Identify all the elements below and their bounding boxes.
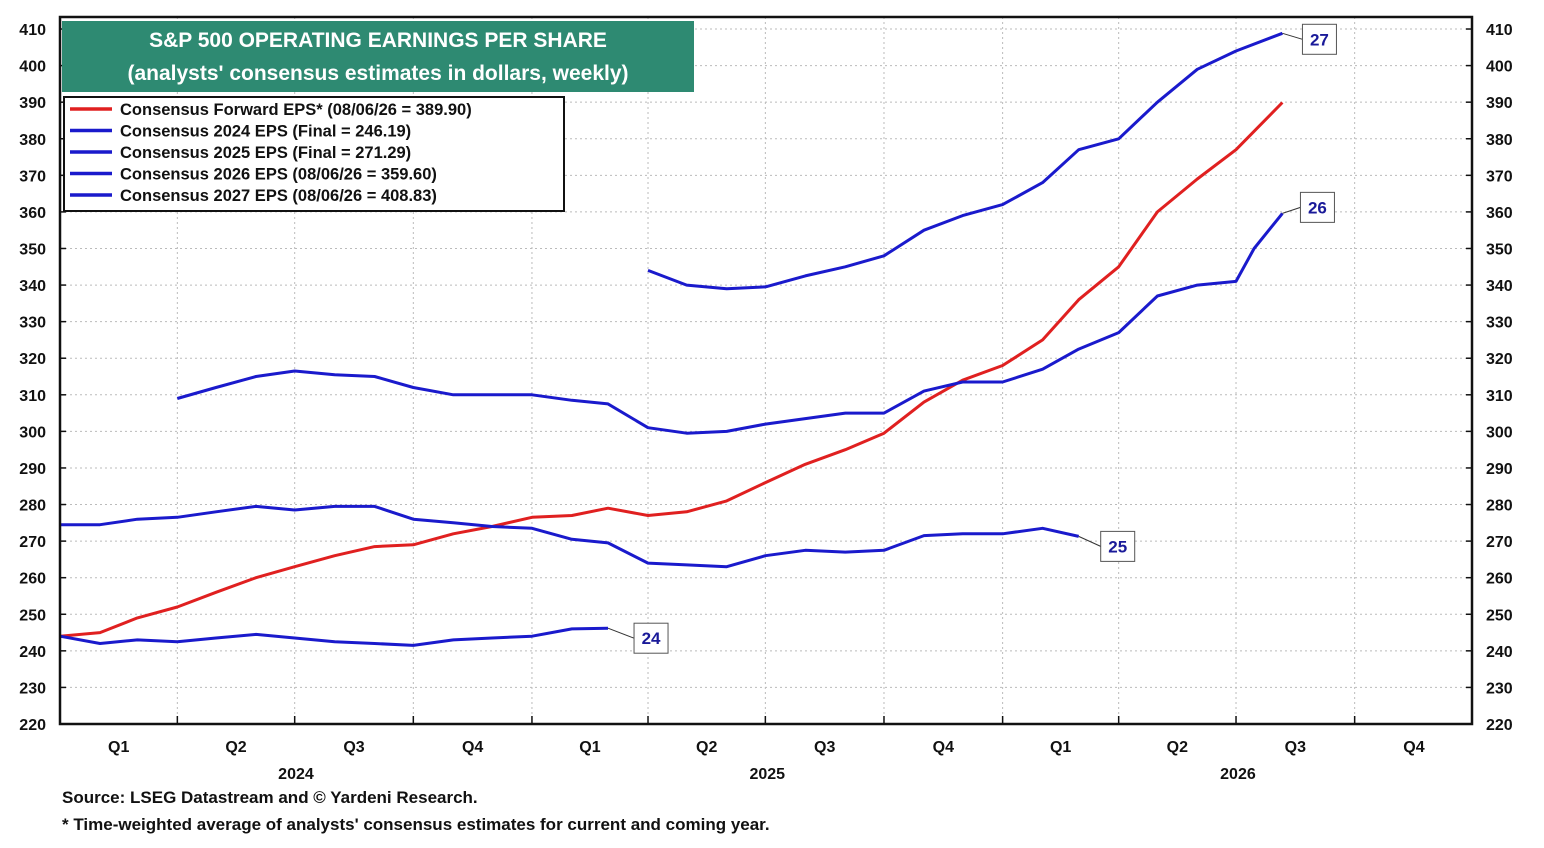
legend-entry: Consensus Forward EPS* (08/06/26 = 389.9… [120, 101, 472, 119]
x-quarter-label: Q2 [696, 739, 717, 756]
x-quarter-label: Q3 [343, 739, 364, 756]
series-line-4 [647, 31, 1283, 291]
y-axis-left: 220 230 240 250 260 270 280 290 300 310 320 330 340 3… [19, 22, 46, 734]
series-lines [59, 31, 1284, 647]
x-quarter-label: Q4 [1403, 739, 1424, 756]
y-tick-label-left: 350 [19, 241, 46, 258]
y-tick-label-right: 280 [1486, 498, 1513, 515]
x-year-label: 2024 [278, 766, 314, 783]
footnote-asterisk: * Time-weighted average of analysts' con… [62, 815, 770, 834]
y-tick-label-right: 400 [1486, 59, 1513, 76]
y-tick-label-left: 410 [19, 22, 46, 39]
y-tick-label-right: 290 [1486, 461, 1513, 478]
end-label-leader [1282, 32, 1303, 40]
end-label-leader [1078, 535, 1101, 547]
y-tick-label-right: 270 [1486, 534, 1513, 551]
source-note: Source: LSEG Datastream and © Yardeni Re… [62, 788, 478, 807]
y-tick-label-left: 230 [19, 680, 46, 697]
end-label-27: 27 [1310, 30, 1329, 49]
legend-entry: Consensus 2025 EPS (Final = 271.29) [120, 144, 411, 162]
x-quarter-label: Q2 [1167, 739, 1188, 756]
x-quarter-label: Q1 [1050, 739, 1071, 756]
y-tick-label-left: 320 [19, 351, 46, 368]
y-tick-label-right: 240 [1486, 644, 1513, 661]
legend-entry: Consensus 2024 EPS (Final = 246.19) [120, 123, 411, 141]
y-tick-label-left: 380 [19, 132, 46, 149]
y-tick-label-right: 260 [1486, 571, 1513, 588]
legend: Consensus Forward EPS* (08/06/26 = 389.9… [63, 96, 565, 212]
x-quarter-label: Q3 [814, 739, 835, 756]
y-axis-right: 220 230 240 250 260 270 280 290 300 310 320 330 340 3… [1486, 22, 1513, 734]
y-tick-label-left: 400 [19, 59, 46, 76]
y-tick-label-right: 320 [1486, 351, 1513, 368]
y-tick-label-right: 350 [1486, 241, 1513, 258]
x-year-label: 2025 [749, 766, 785, 783]
end-label-leader [1282, 206, 1301, 214]
grid-lines [60, 17, 1472, 725]
y-tick-label-right: 230 [1486, 680, 1513, 697]
y-tick-label-right: 410 [1486, 22, 1513, 39]
x-quarter-label: Q2 [225, 739, 246, 756]
series-end-labels: 24 25 26 27 [607, 23, 1337, 654]
y-tick-label-left: 250 [19, 607, 46, 624]
chart-subtitle: (analysts' consensus estimates in dollar… [127, 62, 628, 85]
y-tick-label-left: 220 [19, 717, 46, 734]
y-tick-label-right: 380 [1486, 132, 1513, 149]
end-label-box [1301, 23, 1337, 55]
x-quarter-label: Q4 [933, 739, 954, 756]
legend-entry: Consensus 2027 EPS (08/06/26 = 408.83) [120, 187, 437, 205]
y-tick-label-right: 300 [1486, 424, 1513, 441]
plot-frame [58, 15, 1474, 726]
y-tick-label-right: 370 [1486, 168, 1513, 185]
y-tick-label-right: 390 [1486, 95, 1513, 112]
y-tick-label-left: 270 [19, 534, 46, 551]
end-label-25: 25 [1108, 537, 1127, 556]
y-tick-label-right: 310 [1486, 388, 1513, 405]
y-tick-label-left: 340 [19, 278, 46, 295]
x-quarter-label: Q3 [1285, 739, 1306, 756]
y-tick-label-right: 340 [1486, 278, 1513, 295]
series-line-0 [59, 101, 1284, 638]
end-label-leader [607, 627, 635, 639]
y-tick-label-left: 330 [19, 315, 46, 332]
end-label-26: 26 [1308, 198, 1327, 217]
y-tick-label-left: 390 [19, 95, 46, 112]
end-label-24: 24 [642, 629, 661, 648]
y-tick-label-left: 260 [19, 571, 46, 588]
x-quarter-label: Q1 [579, 739, 600, 756]
y-tick-label-right: 220 [1486, 717, 1513, 734]
end-label-box [1100, 530, 1136, 562]
y-tick-label-left: 370 [19, 168, 46, 185]
chart-title: S&P 500 OPERATING EARNINGS PER SHARE [149, 29, 607, 52]
x-quarter-label: Q4 [462, 739, 483, 756]
end-label-box [1299, 191, 1335, 223]
y-tick-label-left: 290 [19, 461, 46, 478]
eps-chart: 24 25 26 27 220 230 240 250 260 270 280 290 300 310 3… [19, 15, 1513, 783]
y-tick-label-left: 360 [19, 205, 46, 222]
series-line-2 [60, 504, 1080, 569]
title-box: S&P 500 OPERATING EARNINGS PER SHARE (an… [62, 21, 694, 92]
series-line-3 [176, 212, 1284, 435]
y-tick-label-right: 330 [1486, 315, 1513, 332]
series-line-1 [59, 626, 609, 647]
y-tick-label-right: 360 [1486, 205, 1513, 222]
y-tick-label-right: 250 [1486, 607, 1513, 624]
end-label-box [633, 622, 669, 654]
x-axis: Q1 Q2 Q3 Q4 Q1 Q2 Q3 Q4 Q1 Q2 Q3 Q4 2024 2025 2026 [108, 739, 1425, 783]
x-quarter-label: Q1 [108, 739, 129, 756]
legend-entry: Consensus 2026 EPS (08/06/26 = 359.60) [120, 166, 437, 184]
x-year-label: 2026 [1220, 766, 1256, 783]
y-tick-label-left: 240 [19, 644, 46, 661]
y-tick-label-left: 310 [19, 388, 46, 405]
y-tick-label-left: 280 [19, 498, 46, 515]
y-tick-label-left: 300 [19, 424, 46, 441]
